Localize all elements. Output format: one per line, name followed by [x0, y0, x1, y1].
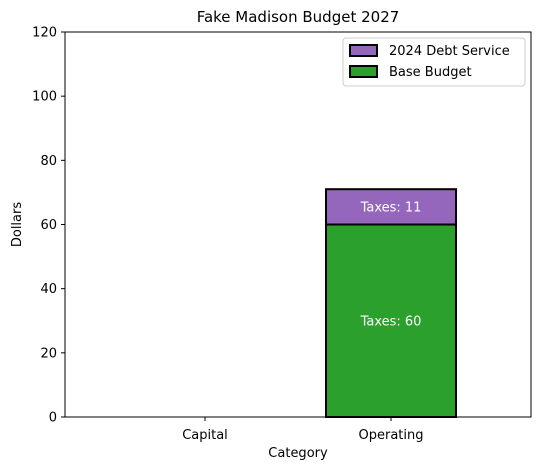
bar-label-operating-base-budget: Taxes: 60 [360, 314, 422, 329]
x-tick-label-operating: Operating [359, 428, 424, 443]
bar-operating-2024-debt-service [325, 188, 457, 226]
legend-swatch-2024-debt-service [349, 44, 378, 57]
x-tick-label-capital: Capital [182, 428, 228, 443]
bar-label-operating-2024-debt-service: Taxes: 11 [360, 200, 422, 215]
y-tick-label: 60 [40, 218, 57, 233]
y-tick-label: 100 [32, 90, 57, 105]
chart-title: Fake Madison Budget 2027 [197, 8, 400, 26]
y-axis: 0 20 40 60 80 100 120 [32, 26, 65, 426]
plot-frame [64, 31, 532, 418]
bars: Taxes: 60 Taxes: 11 [325, 188, 457, 418]
bar-operating-base-budget [325, 223, 457, 418]
y-tick-label: 0 [49, 411, 57, 426]
y-tick-label: 40 [40, 282, 57, 297]
legend-swatch-base-budget [349, 65, 378, 78]
y-axis-title: Dollars [10, 202, 25, 247]
y-tick-label: 120 [32, 26, 57, 41]
legend-label-base-budget: Base Budget [389, 65, 472, 80]
plot-area: 0 20 40 60 80 100 120 Capital Operating Taxes: … [32, 26, 532, 443]
legend-frame [342, 37, 526, 87]
x-axis: Capital Operating [182, 417, 424, 443]
x-axis-title: Category [268, 446, 328, 461]
y-tick-label: 20 [40, 346, 57, 361]
y-tick-label: 80 [40, 154, 57, 169]
legend-label-2024-debt-service: 2024 Debt Service [389, 44, 510, 59]
legend: 2024 Debt Service Base Budget [342, 37, 526, 87]
